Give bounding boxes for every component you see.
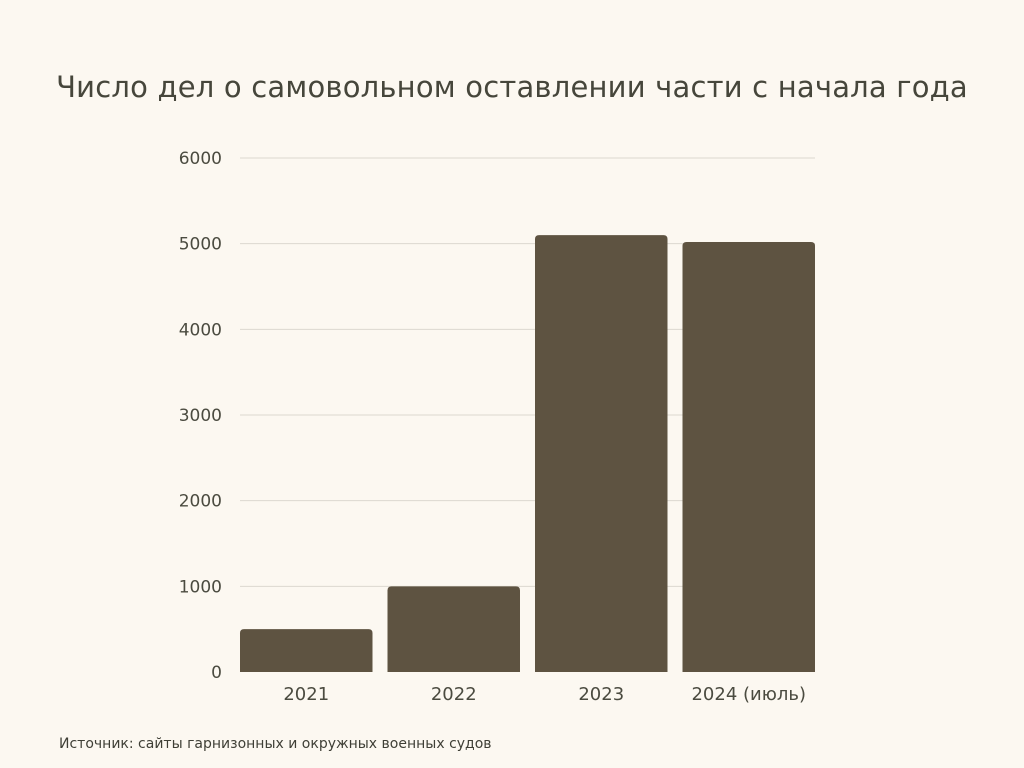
gridlines — [240, 157, 815, 587]
x-category-label: 2021 — [283, 684, 329, 705]
y-tick-label: 4000 — [179, 320, 222, 340]
y-tick-label: 5000 — [179, 235, 222, 255]
chart-title: Число дел о самовольном оставлении части… — [56, 70, 968, 104]
x-category-label: 2023 — [578, 684, 624, 705]
bar-2 — [535, 235, 668, 672]
bar-1 — [387, 586, 520, 672]
y-tick-label: 3000 — [179, 406, 222, 426]
y-axis-tick-labels: 0 1000 2000 3000 4000 5000 6000 — [179, 149, 222, 683]
y-tick-label: 0 — [211, 663, 222, 683]
x-category-label: 2024 (июль) — [691, 684, 806, 705]
bars — [240, 235, 815, 672]
x-axis-category-labels: 2021 2022 2023 2024 (июль) — [283, 684, 806, 705]
source-note: Источник: сайты гарнизонных и окружных в… — [59, 736, 492, 752]
y-tick-label: 6000 — [179, 149, 222, 169]
y-tick-label: 1000 — [179, 577, 222, 597]
x-category-label: 2022 — [431, 684, 477, 705]
bar-0 — [240, 629, 373, 672]
bar-3 — [682, 241, 815, 672]
y-tick-label: 2000 — [179, 492, 222, 512]
